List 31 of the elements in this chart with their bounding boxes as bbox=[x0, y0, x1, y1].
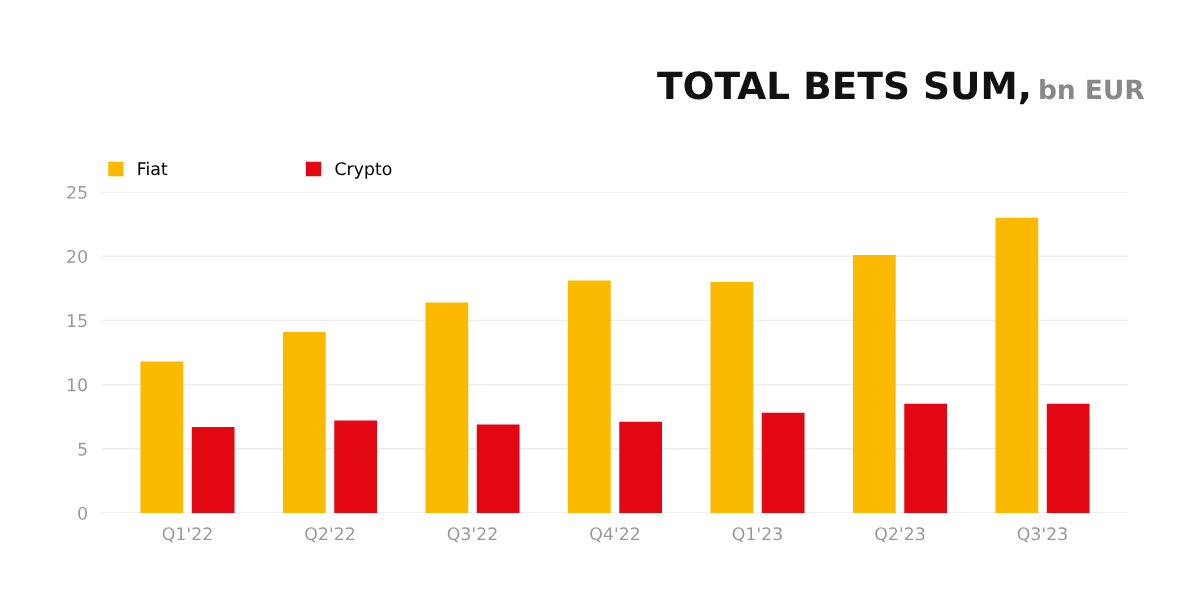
bar bbox=[282, 331, 326, 513]
x-tick-label: Q2'22 bbox=[305, 527, 355, 543]
x-tick-label: Q4'22 bbox=[590, 527, 640, 543]
bar bbox=[567, 280, 611, 513]
chart-subtitle: bn EUR bbox=[1040, 78, 1145, 100]
x-tick-label: Q1'23 bbox=[732, 527, 782, 543]
bar bbox=[852, 254, 896, 513]
y-tick-label: 0 bbox=[78, 506, 87, 520]
legend-label: Crypto bbox=[335, 162, 392, 179]
bar bbox=[761, 412, 805, 513]
y-tick-label: 20 bbox=[67, 249, 87, 264]
bar bbox=[995, 217, 1039, 513]
bar bbox=[904, 403, 948, 513]
bar bbox=[476, 424, 520, 513]
x-tick-label: Q3'23 bbox=[1017, 527, 1067, 543]
y-tick-label: 10 bbox=[67, 378, 87, 392]
bar bbox=[1046, 403, 1090, 513]
bar bbox=[334, 420, 378, 513]
y-tick-label: 25 bbox=[67, 185, 87, 199]
x-tick-label: Q2'23 bbox=[875, 527, 925, 543]
y-tick-label: 5 bbox=[78, 442, 87, 456]
x-tick-label: Q1'22 bbox=[162, 527, 212, 543]
y-tick-label: 15 bbox=[67, 314, 87, 328]
chart-title: TOTAL BETS SUM, bbox=[657, 71, 1029, 105]
bar bbox=[710, 281, 754, 513]
bar bbox=[191, 426, 235, 513]
legend-label: Fiat bbox=[138, 161, 168, 176]
bar bbox=[619, 421, 663, 513]
bar bbox=[425, 302, 469, 513]
bar bbox=[140, 361, 184, 513]
x-tick-label: Q3'22 bbox=[447, 527, 497, 543]
